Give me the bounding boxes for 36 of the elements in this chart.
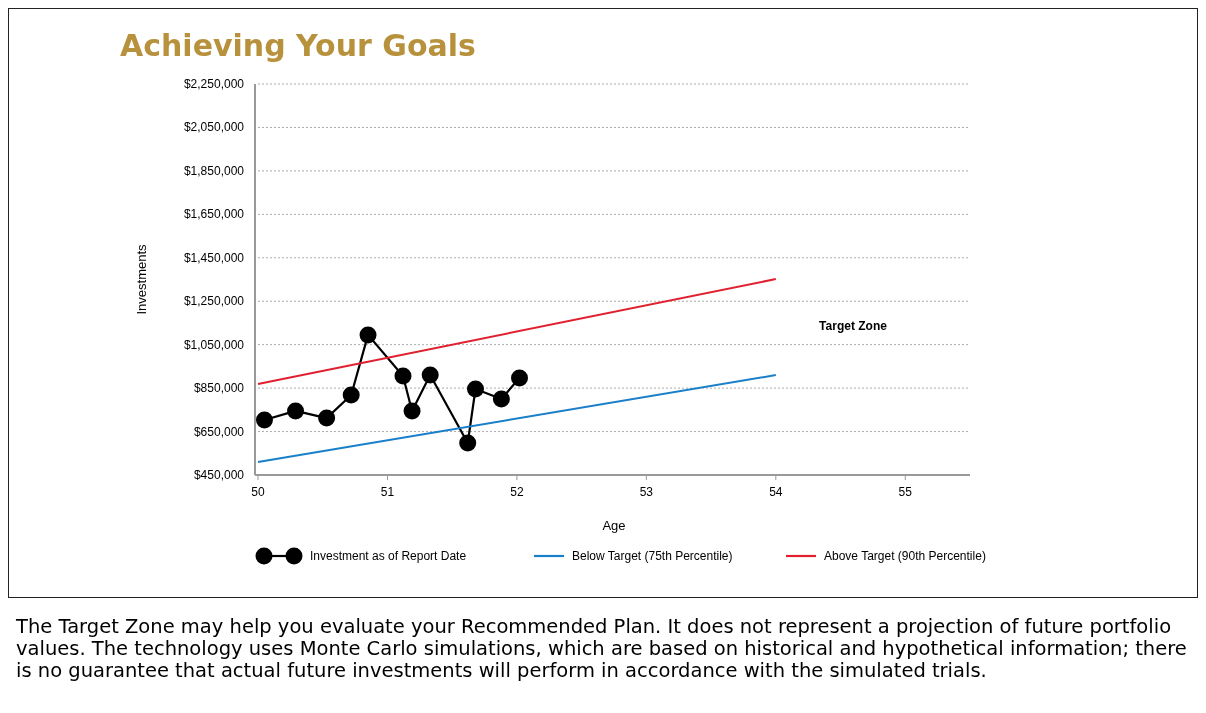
y-axis-title: Investments [134, 243, 149, 315]
y-tick-label: $1,850,000 [183, 163, 245, 178]
y-tick-label: $2,250,000 [183, 77, 245, 91]
point [492, 390, 510, 408]
point [459, 434, 477, 452]
legend-label: Above Target (90th Percentile) [824, 549, 986, 563]
point [342, 386, 360, 404]
x-tick-label: 55 [898, 485, 913, 499]
chart-title: Achieving Your Goals [120, 28, 476, 63]
y-tick-label: $1,250,000 [183, 294, 245, 309]
y-tick-label: $450,000 [193, 468, 245, 482]
point [318, 409, 336, 427]
x-axis-title: Age [602, 518, 626, 533]
point [466, 380, 484, 398]
y-tick-label: $1,650,000 [183, 207, 245, 222]
point [359, 326, 377, 344]
legend-label: Below Target (75th Percentile) [572, 549, 733, 563]
y-tick-label: $1,050,000 [183, 337, 245, 352]
x-tick-label: 51 [380, 485, 395, 499]
annotation: Target Zone [819, 319, 888, 333]
point [287, 402, 305, 420]
point [421, 366, 439, 384]
point [511, 369, 528, 387]
x-tick-label: 53 [639, 485, 654, 499]
x-tick-label: 54 [769, 485, 783, 499]
text: The Target Zone may help you evaluate your Recommended Plan. It does not represent a projection of future portfolio values. The technology uses Monte Carlo simulations, which are based on historical and hypothetical information; there is no guarantee that actual future investments will perform in accordance with the simulated trials. [15, 614, 1188, 682]
y-tick-label: $2,050,000 [183, 120, 245, 135]
point [403, 402, 421, 420]
y-tick-label: $650,000 [193, 424, 245, 439]
point [394, 367, 412, 385]
point [255, 411, 273, 429]
x-tick-label: 52 [510, 485, 524, 499]
legend-label: Investment as of Report Date [310, 549, 467, 563]
y-tick-label: $1,450,000 [183, 250, 245, 265]
x-tick-label: 50 [251, 485, 265, 499]
y-tick-label: $850,000 [193, 381, 245, 396]
